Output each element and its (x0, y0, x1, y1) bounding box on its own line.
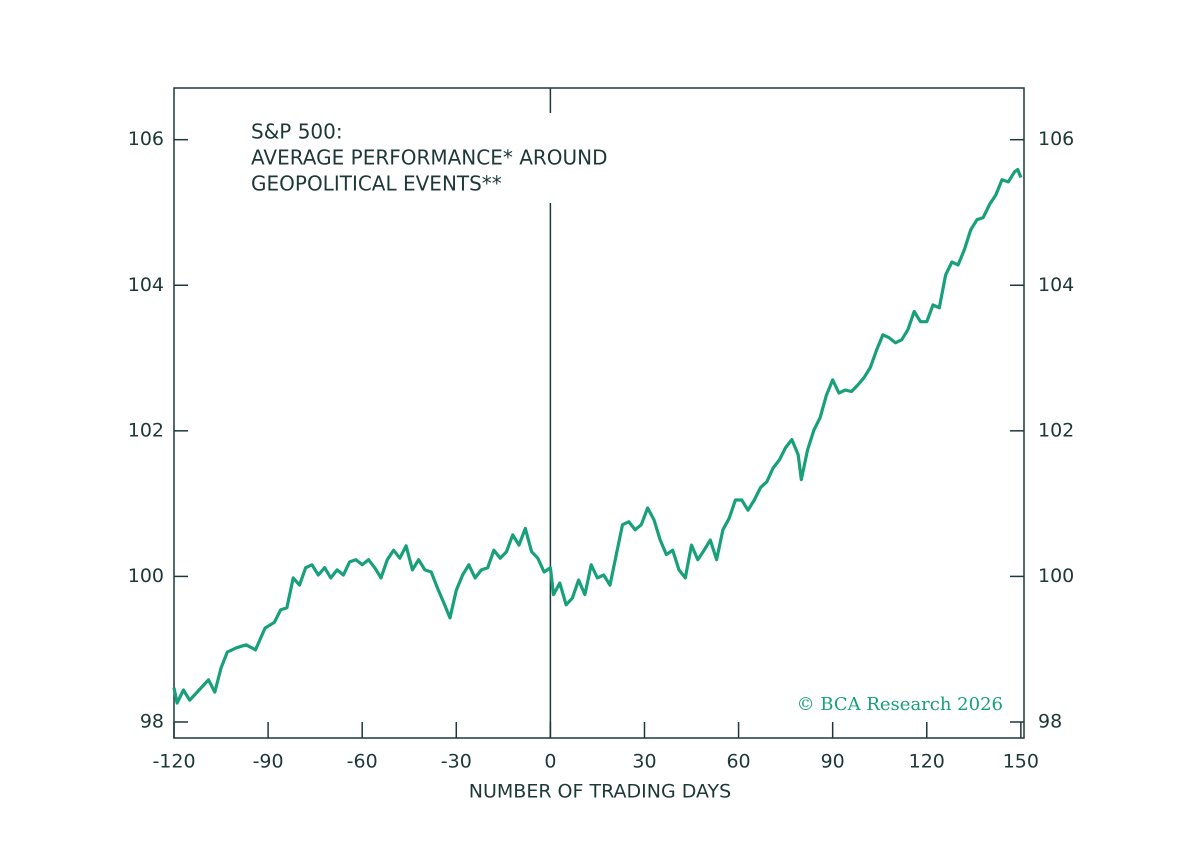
y2-tick-label: 102 (1038, 419, 1074, 441)
y-tick-label: 100 (128, 565, 164, 587)
plot-frame (173, 87, 1025, 739)
y2-tick-label: 106 (1038, 128, 1074, 150)
x-tick-label: 60 (726, 751, 750, 773)
y-tick-label: 102 (128, 419, 164, 441)
x-axis-label: NUMBER OF TRADING DAYS (469, 781, 731, 803)
x-tick-label: -30 (441, 751, 472, 773)
x-tick-label: 120 (909, 751, 945, 773)
x-tick-label: -120 (152, 751, 195, 773)
x-tick-label: 30 (632, 751, 656, 773)
y2-tick-label: 100 (1038, 565, 1074, 587)
title-line: S&P 500: (251, 120, 343, 144)
x-tick-label: -90 (253, 751, 284, 773)
x-tick-label: -60 (347, 751, 378, 773)
y-tick-label: 98 (140, 710, 164, 732)
x-tick-label: 150 (1003, 751, 1039, 773)
y2-tick-label: 104 (1038, 274, 1074, 296)
title-line: GEOPOLITICAL EVENTS** (251, 172, 502, 196)
y2-tick-label: 98 (1038, 710, 1062, 732)
y-tick-label: 106 (128, 128, 164, 150)
x-tick-label: 90 (821, 751, 845, 773)
annotation: © BCA Research 2026 (797, 694, 1003, 715)
title-line: AVERAGE PERFORMANCE* AROUND (251, 146, 608, 170)
data-line (172, 167, 1023, 705)
y-tick-label: 104 (128, 274, 164, 296)
x-tick-label: 0 (544, 751, 556, 773)
